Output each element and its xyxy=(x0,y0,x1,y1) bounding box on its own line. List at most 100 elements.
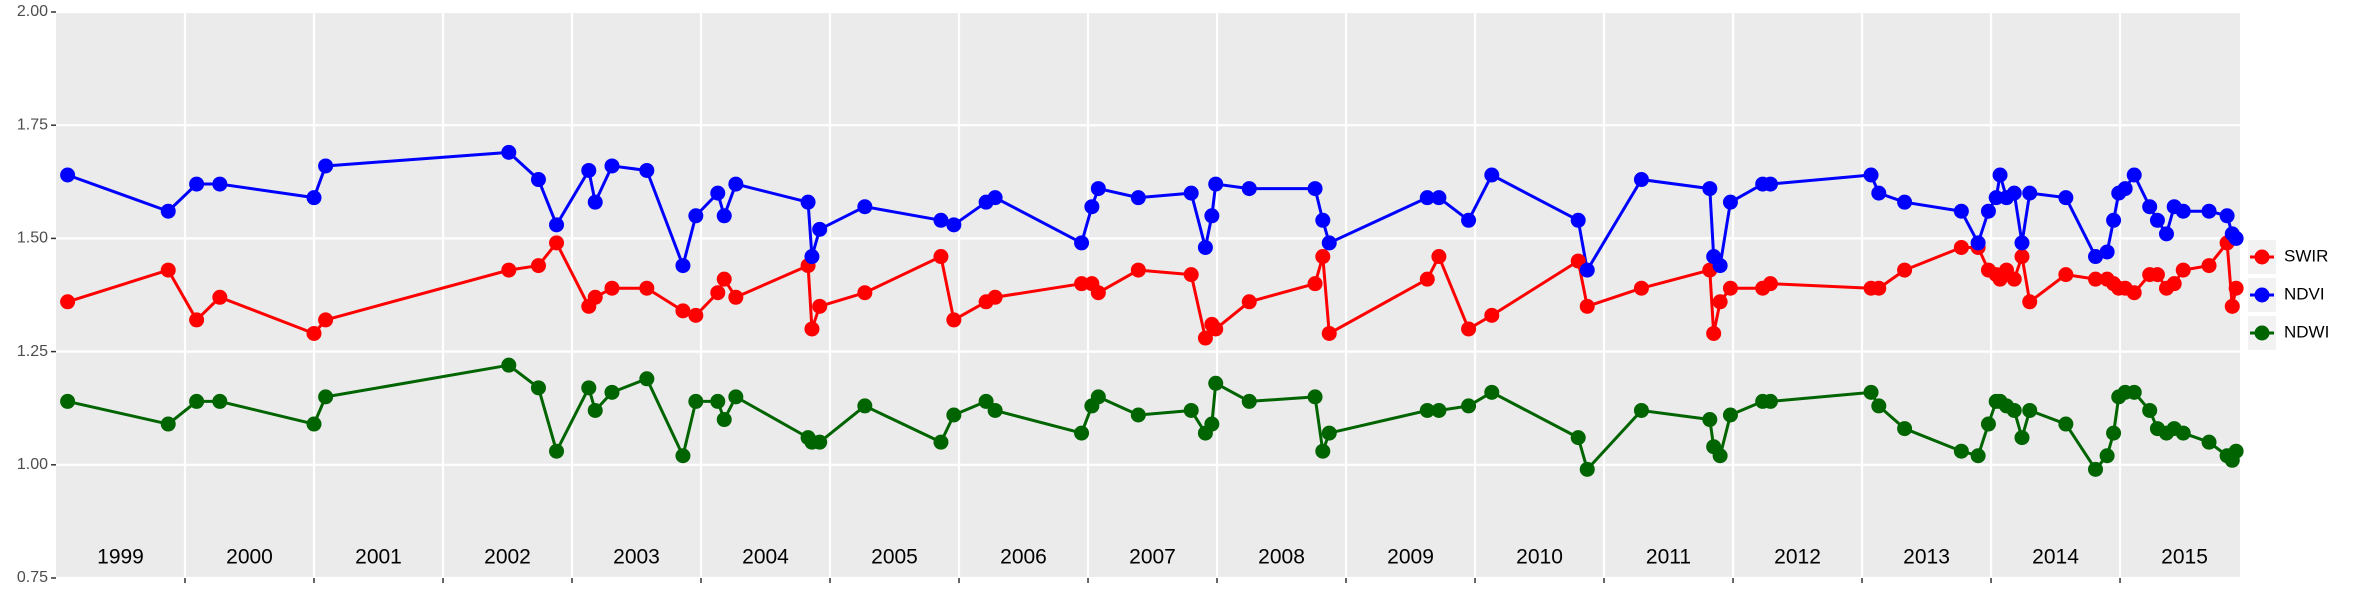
data-point xyxy=(1461,212,1477,228)
data-point xyxy=(581,380,597,396)
x-tick-label: 2012 xyxy=(1774,546,1821,569)
data-point xyxy=(1321,325,1337,341)
data-point xyxy=(987,190,1003,206)
data-point xyxy=(1241,294,1257,310)
data-point xyxy=(1953,443,1969,459)
data-point xyxy=(1702,412,1718,428)
data-point xyxy=(1762,276,1778,292)
data-point xyxy=(2006,185,2022,201)
data-point xyxy=(1871,280,1887,296)
data-point xyxy=(710,285,726,301)
data-point xyxy=(530,380,546,396)
data-point xyxy=(1130,407,1146,423)
data-point xyxy=(1183,402,1199,418)
data-point xyxy=(1988,190,2004,206)
data-point xyxy=(1321,235,1337,251)
data-point xyxy=(501,357,517,373)
data-point xyxy=(2106,425,2122,441)
data-point xyxy=(1431,190,1447,206)
data-point xyxy=(1871,185,1887,201)
data-point xyxy=(1871,398,1887,414)
data-point xyxy=(2175,425,2191,441)
data-point xyxy=(1461,321,1477,337)
data-point xyxy=(688,307,704,323)
legend-label: SWIR xyxy=(2284,246,2328,265)
data-point xyxy=(2126,285,2142,301)
x-tick-label: 2013 xyxy=(1903,546,1950,569)
data-point xyxy=(60,167,76,183)
x-tick-label: 2011 xyxy=(1646,546,1691,569)
data-point xyxy=(2219,208,2235,224)
data-point xyxy=(189,312,205,328)
data-point xyxy=(2058,267,2074,283)
legend-key-point xyxy=(2254,249,2270,265)
y-tick-label: 1.50 xyxy=(17,230,48,247)
data-point xyxy=(2158,226,2174,242)
data-point xyxy=(604,280,620,296)
data-point xyxy=(212,393,228,409)
data-point xyxy=(1484,307,1500,323)
data-point xyxy=(160,262,176,278)
data-point xyxy=(1953,239,1969,255)
data-point xyxy=(2166,276,2182,292)
data-point xyxy=(212,289,228,305)
data-point xyxy=(1712,294,1728,310)
data-point xyxy=(639,280,655,296)
data-point xyxy=(1633,280,1649,296)
data-point xyxy=(1570,430,1586,446)
data-point xyxy=(1307,276,1323,292)
data-point xyxy=(1208,321,1224,337)
data-point xyxy=(2022,402,2038,418)
data-point xyxy=(501,262,517,278)
x-tick-label: 2008 xyxy=(1258,546,1305,569)
data-point xyxy=(2058,190,2074,206)
data-point xyxy=(1197,330,1213,346)
data-point xyxy=(1762,393,1778,409)
data-point xyxy=(306,325,322,341)
data-point xyxy=(1722,280,1738,296)
data-point xyxy=(2228,230,2244,246)
data-point xyxy=(318,312,334,328)
data-point xyxy=(1315,249,1331,265)
data-point xyxy=(716,208,732,224)
data-point xyxy=(1419,402,1435,418)
data-point xyxy=(1307,181,1323,197)
data-point xyxy=(1074,235,1090,251)
data-point xyxy=(604,158,620,174)
data-point xyxy=(1419,271,1435,287)
data-point xyxy=(1307,389,1323,405)
data-point xyxy=(812,298,828,314)
data-point xyxy=(501,144,517,160)
data-point xyxy=(1897,262,1913,278)
grid xyxy=(56,10,2240,580)
x-tick-label: 2015 xyxy=(2161,546,2208,569)
data-point xyxy=(2088,249,2104,265)
data-point xyxy=(800,194,816,210)
y-tick-label: 2.00 xyxy=(17,3,48,20)
x-tick-label: 2014 xyxy=(2032,546,2079,569)
data-point xyxy=(1419,190,1435,206)
y-tick-label: 1.25 xyxy=(17,343,48,360)
data-point xyxy=(160,416,176,432)
data-point xyxy=(1762,176,1778,192)
data-point xyxy=(2142,199,2158,215)
data-point xyxy=(812,221,828,237)
data-point xyxy=(2201,434,2217,450)
data-point xyxy=(1241,181,1257,197)
data-point xyxy=(1633,402,1649,418)
data-point xyxy=(675,258,691,274)
data-point xyxy=(933,212,949,228)
data-point xyxy=(804,321,820,337)
data-point xyxy=(2149,212,2165,228)
data-point xyxy=(530,258,546,274)
data-point xyxy=(306,416,322,432)
data-point xyxy=(1722,194,1738,210)
data-point xyxy=(728,389,744,405)
x-tick-label: 2003 xyxy=(613,546,660,569)
x-tick-label: 2005 xyxy=(871,546,918,569)
data-point xyxy=(1484,167,1500,183)
data-point xyxy=(1722,407,1738,423)
data-point xyxy=(2022,294,2038,310)
data-point xyxy=(60,393,76,409)
data-point xyxy=(946,312,962,328)
